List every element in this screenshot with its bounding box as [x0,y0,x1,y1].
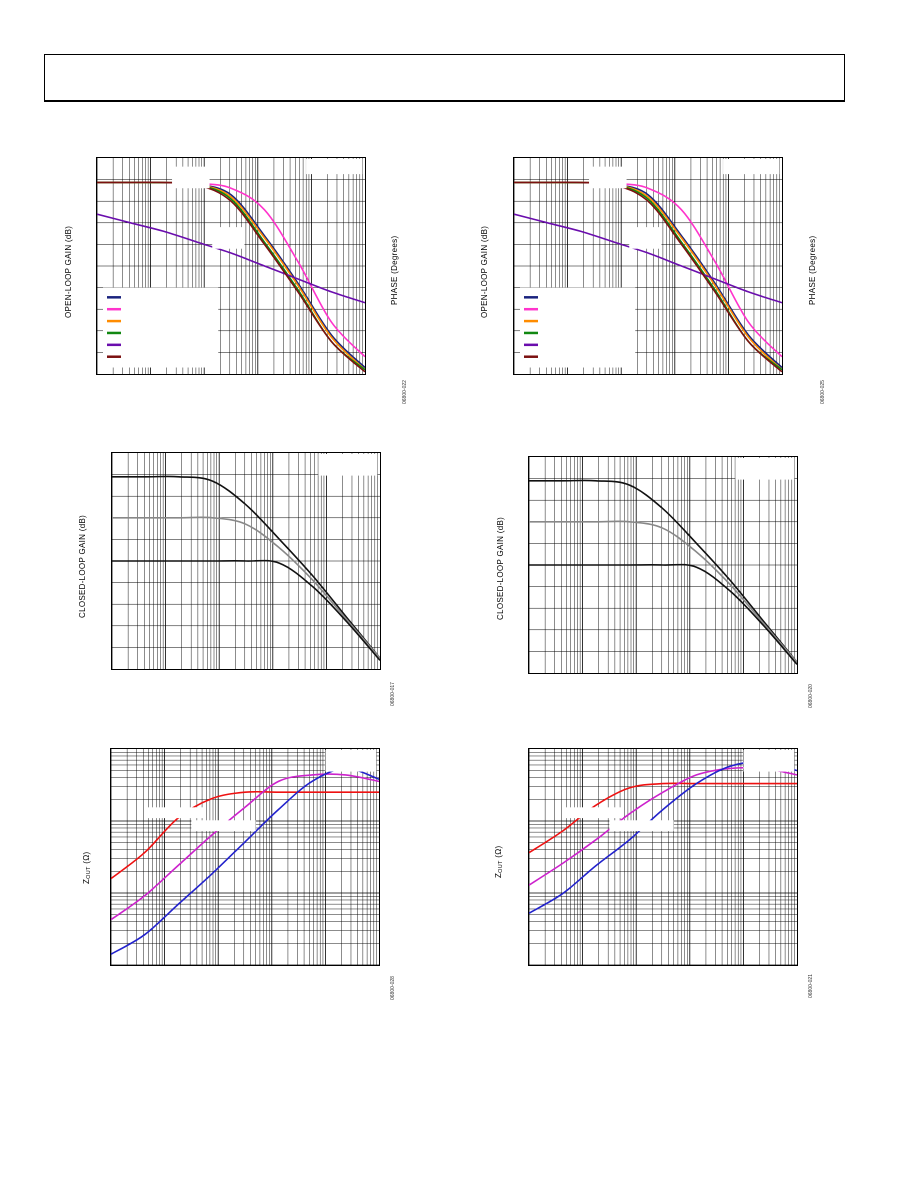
series-line-1 [529,479,797,663]
annotation-box [145,807,205,819]
annotation-box [743,750,795,772]
series-line-5 [97,213,365,304]
chart-svg [529,457,797,673]
annotation-box [723,159,780,175]
series-line-3 [529,761,797,914]
series-line-5 [514,213,782,304]
legend-box [520,287,636,368]
chart-svg [529,749,797,965]
annotation-box [563,807,623,819]
closed-loop-gain-plot [528,456,798,674]
legend [103,287,219,368]
annotation-box [172,166,210,189]
series-line-1 [529,782,797,854]
figure-number: 06800-017 [390,682,396,706]
open-loop-gain-plot [513,157,783,375]
chart-svg [514,158,782,374]
zout-subscript: OUT [86,866,92,879]
series-line-6 [514,181,782,373]
closed-loop-gain-plot [111,452,381,670]
series-line-1 [111,790,379,880]
page-header-box [44,54,845,102]
annotation-box [735,458,795,480]
annotation-box [212,227,245,249]
chart-svg [111,749,379,965]
figure-number: 06800-028 [390,976,396,1000]
annotation-box [629,227,662,249]
zout-subscript: OUT [498,860,504,873]
zout-unit: (Ω) [494,845,503,861]
y-axis-label: ZOUT (Ω) [494,846,504,878]
output-impedance-plot [528,748,798,966]
series-line-3 [529,563,797,665]
legend [520,287,636,368]
series-line-2 [529,520,797,663]
annotation-box [609,820,674,832]
chart-svg [112,453,380,669]
annotation-box [306,159,363,175]
grid [529,749,797,965]
y-axis-label: CLOSED-LOOP GAIN (dB) [78,514,87,618]
figure-number: 06800-025 [820,380,826,404]
series-line-2 [112,516,380,659]
y-axis-label: CLOSED-LOOP GAIN (dB) [496,516,505,620]
annotation-box [318,454,378,476]
zout-symbol: Z [494,872,503,878]
zout-unit: (Ω) [82,851,91,867]
grid [111,749,379,965]
annotation-box [325,750,377,772]
open-loop-gain-plot [96,157,366,375]
phase-axis-label: PHASE (Degrees) [390,235,399,305]
y-axis-label: OPEN-LOOP GAIN (dB) [64,225,73,318]
legend-box [103,287,219,368]
zout-symbol: Z [82,878,91,884]
y-axis-label: ZOUT (Ω) [82,852,92,884]
annotation-box [191,820,256,832]
chart-svg [97,158,365,374]
series-line-3 [112,559,380,661]
output-impedance-plot [110,748,380,966]
figure-number: 06800-021 [808,974,814,998]
series-line-3 [111,767,379,955]
figure-number: 06800-020 [808,684,814,708]
series-line-6 [97,181,365,373]
annotation-box [589,166,627,189]
y-axis-label: OPEN-LOOP GAIN (dB) [480,225,489,318]
figure-number: 06800-022 [402,380,408,404]
series-line-1 [112,475,380,659]
phase-axis-label: PHASE (Degrees) [808,235,817,305]
series-line-2 [111,773,379,921]
